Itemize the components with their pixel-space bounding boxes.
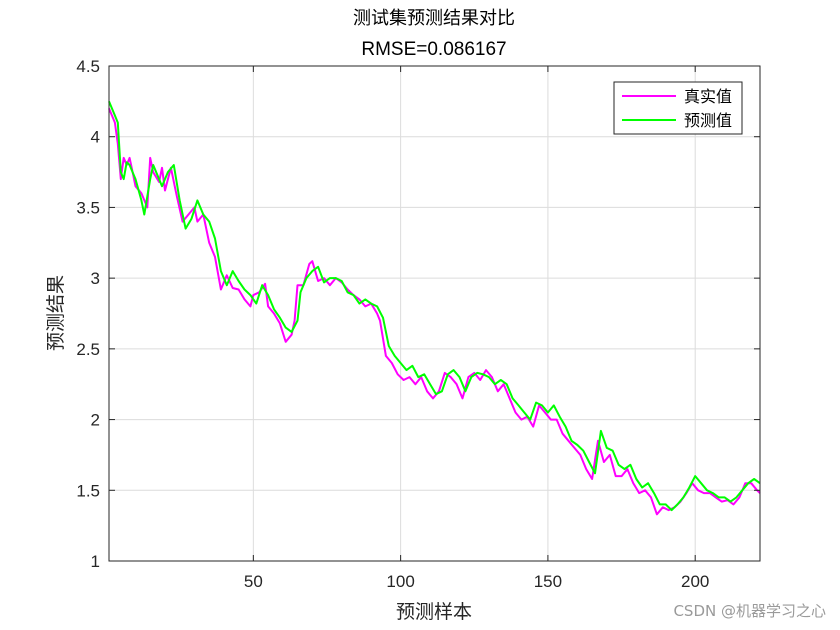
watermark: CSDN @机器学习之心 [673,602,826,620]
y-axis-label: 预测结果 [45,275,67,351]
x-axis-label: 预测样本 [396,601,472,623]
y-tick-label: 4.5 [76,57,100,76]
chart-title: 测试集预测结果对比 [353,8,515,29]
y-tick-label: 3.5 [76,198,100,217]
legend-label-pred: 预测值 [684,111,732,130]
legend-label-real: 真实值 [684,87,732,106]
legend-box [613,81,743,135]
y-tick-label: 3 [91,269,100,288]
grid-lines [109,66,760,561]
y-tick-label: 2 [91,411,100,430]
y-tick-label: 1 [91,552,100,571]
x-tick-label: 150 [534,572,562,591]
y-tick-label: 2.5 [76,340,100,359]
plot-area [108,101,761,516]
y-tick-label: 1.5 [76,481,100,500]
legend: 真实值 预测值 [613,81,743,135]
series-line-pred [108,101,761,512]
axis-ticks: 50 100 150 200 1 1.5 2 2.5 3 3.5 4 4.5 [76,57,760,591]
chart-subtitle: RMSE=0.086167 [361,39,506,60]
x-tick-label: 50 [244,572,263,591]
x-tick-label: 100 [386,572,414,591]
axes-frame [108,65,761,562]
series-line-real [108,108,761,516]
x-tick-label: 200 [681,572,709,591]
y-tick-label: 4 [91,128,100,147]
